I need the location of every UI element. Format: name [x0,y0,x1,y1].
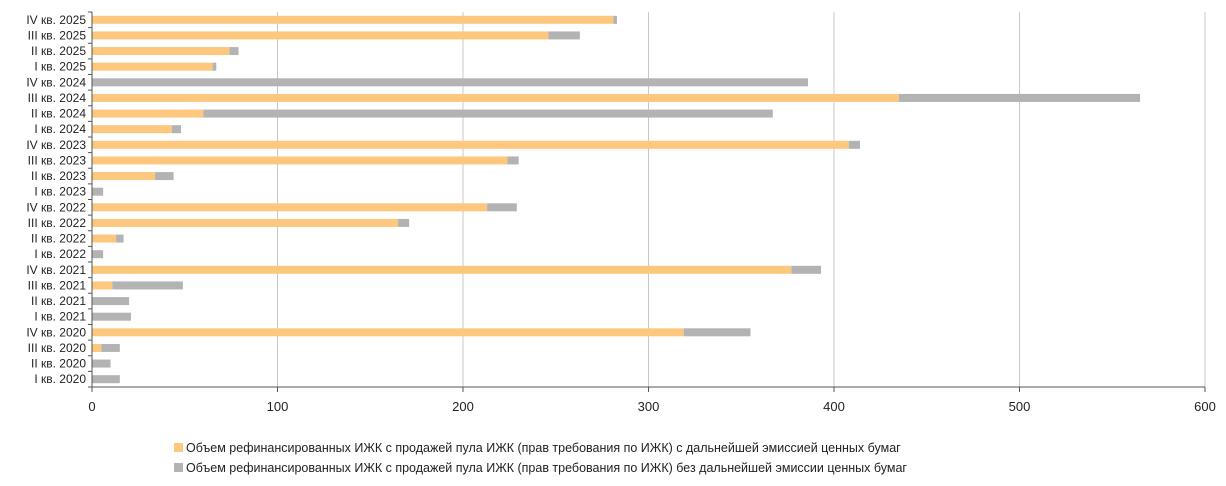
category-label: II кв. 2023 [31,169,86,183]
category-label: I кв. 2022 [34,247,86,261]
bar-without-emission [92,312,131,321]
category-label: IV кв. 2023 [26,138,86,152]
x-tick-label: 600 [1194,399,1216,414]
category-label: IV кв. 2024 [26,75,86,89]
bar-with-emission [92,109,204,118]
category-label: I кв. 2020 [34,372,86,386]
category-label: III кв. 2021 [28,278,87,292]
bar-with-emission [92,281,113,290]
bar-without-emission [92,78,809,87]
bar-without-emission [898,93,1141,102]
bar-without-emission [487,203,517,212]
bar-without-emission [548,31,580,40]
category-label: I кв. 2021 [34,310,86,324]
bar-with-emission [92,62,213,71]
category-label: III кв. 2025 [28,28,87,42]
category-label: II кв. 2021 [31,294,86,308]
legend-swatch-with-emission [174,443,183,452]
legend: Объем рефинансированных ИЖК с продажей п… [174,441,907,475]
bar-without-emission [92,297,130,306]
legend-swatch-without-emission [174,463,183,472]
bar-without-emission [101,343,120,352]
bar-without-emission [92,250,104,259]
legend-label-without-emission: Объем рефинансированных ИЖК с продажей п… [186,461,907,475]
axes [88,11,1206,392]
bar-without-emission [92,359,111,368]
category-label: II кв. 2020 [31,357,86,371]
bar-with-emission [92,15,614,24]
x-tick-label: 0 [88,399,95,414]
bar-with-emission [92,156,508,165]
bar-with-emission [92,47,230,56]
category-label: III кв. 2020 [28,341,87,355]
bars [92,15,1141,384]
bar-without-emission [171,125,182,134]
x-tick-label: 300 [638,399,660,414]
bar-without-emission [203,109,773,118]
category-label: III кв. 2022 [28,216,87,230]
bar-without-emission [212,62,217,71]
bar-without-emission [112,281,183,290]
category-label: II кв. 2024 [31,107,86,121]
bar-without-emission [92,375,120,384]
bar-without-emission [229,47,239,56]
category-label: I кв. 2025 [34,60,86,74]
x-tick-label: 400 [823,399,845,414]
bar-with-emission [92,31,549,40]
x-tick-label: 500 [1009,399,1031,414]
bar-without-emission [92,187,104,196]
bar-without-emission [155,172,174,181]
bar-with-emission [92,234,117,243]
bar-with-emission [92,265,792,274]
legend-label-with-emission: Объем рефинансированных ИЖК с продажей п… [186,441,901,455]
bar-with-emission [92,93,899,102]
bar-without-emission [507,156,519,165]
category-label: IV кв. 2020 [26,325,86,339]
bar-without-emission [398,218,410,227]
category-label: IV кв. 2025 [26,13,86,27]
bar-without-emission [683,328,751,337]
bar-with-emission [92,140,849,149]
category-label: I кв. 2023 [34,185,86,199]
bar-with-emission [92,328,684,337]
bar-without-emission [116,234,124,243]
bar-with-emission [92,218,399,227]
category-label: III кв. 2023 [28,153,87,167]
grid-lines [277,12,1206,387]
bar-without-emission [613,15,617,24]
bar-with-emission [92,203,488,212]
category-label: II кв. 2025 [31,44,86,58]
category-label: IV кв. 2021 [26,263,86,277]
bar-without-emission [848,140,860,149]
x-tick-label: 200 [452,399,474,414]
category-label: II кв. 2022 [31,232,86,246]
x-tick-labels: 0 100 200 300 400 500 600 [88,399,1215,414]
category-label: III кв. 2024 [28,91,87,105]
bar-with-emission [92,125,172,134]
category-label: I кв. 2024 [34,122,86,136]
bar-with-emission [92,343,102,352]
bar-with-emission [92,172,156,181]
category-label: IV кв. 2022 [26,200,86,214]
bar-without-emission [791,265,822,274]
x-tick-label: 100 [267,399,289,414]
